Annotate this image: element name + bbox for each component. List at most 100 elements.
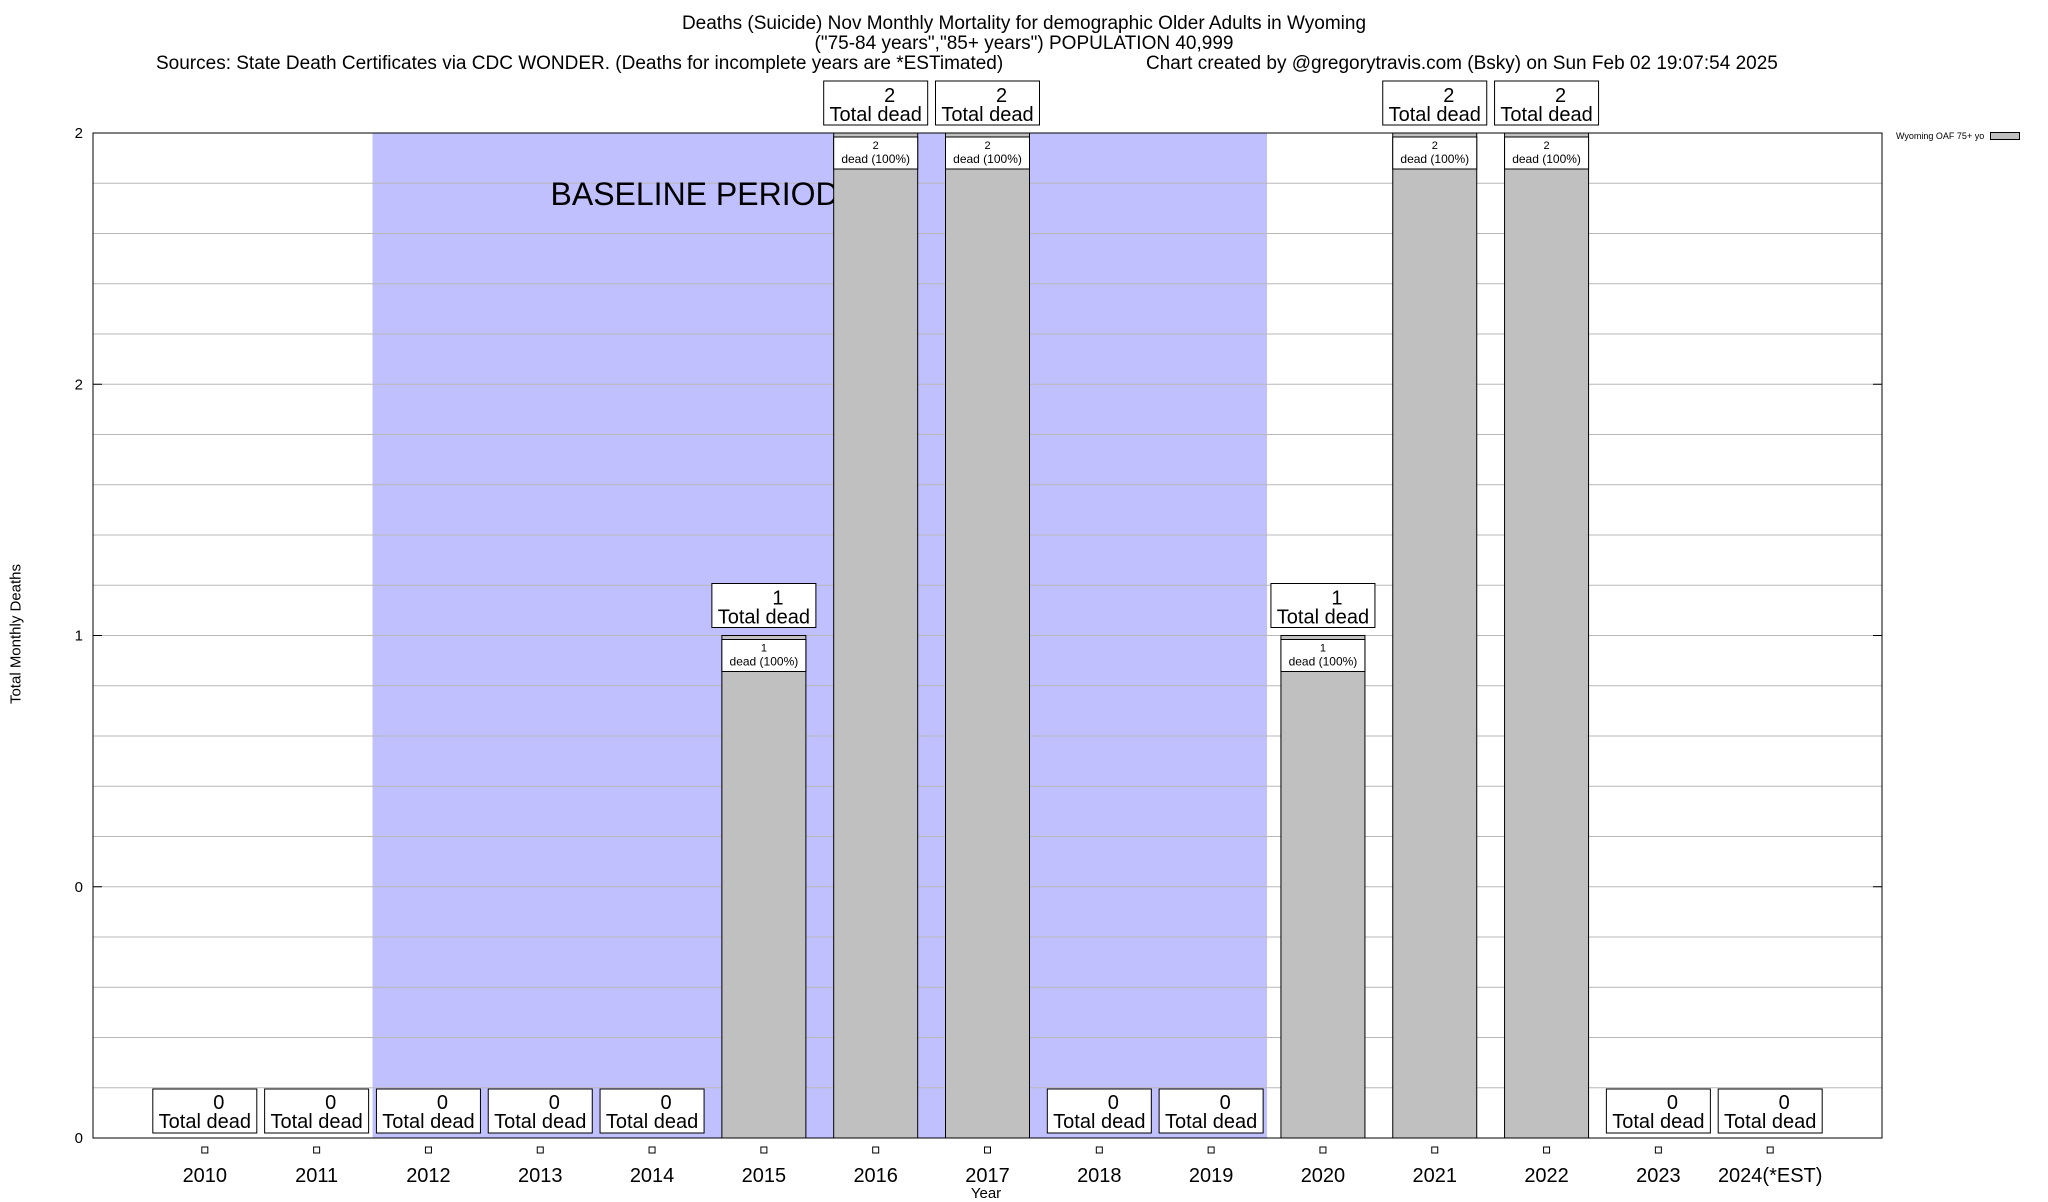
bar: [1392, 132, 1478, 1139]
bar-inner-value: 1: [1320, 643, 1326, 655]
x-marker: [424, 1146, 432, 1154]
x-marker: [648, 1146, 656, 1154]
total-label-box: [1494, 80, 1600, 126]
x-tick-label: 2017: [965, 1165, 1010, 1187]
bar-inner-label: dead (100%): [1400, 152, 1469, 166]
total-label-value: 2: [996, 85, 1007, 107]
bar: [1504, 132, 1590, 1139]
total-label-text: Total dead: [1165, 1111, 1257, 1133]
x-tick-label: 2012: [406, 1165, 451, 1187]
total-label-text: Total dead: [494, 1111, 586, 1133]
x-marker: [872, 1146, 880, 1154]
x-tick-label: 2015: [742, 1165, 787, 1187]
x-marker: [1543, 1146, 1551, 1154]
total-label-text: Total dead: [159, 1111, 251, 1133]
bar: [833, 132, 919, 1139]
bar-inner-label: dead (100%): [841, 152, 910, 166]
total-label-text: Total dead: [941, 104, 1033, 126]
total-label-text: Total dead: [830, 104, 922, 126]
y-tick-label: 0: [75, 879, 83, 896]
total-label-box: [935, 80, 1040, 126]
bar-inner-label: dead (100%): [1289, 655, 1358, 669]
total-label-value: 1: [772, 588, 783, 610]
chart-title: Deaths (Suicide) Nov Monthly Mortality f…: [681, 13, 1367, 34]
total-label-text: Total dead: [1389, 104, 1481, 126]
x-tick-label: 2019: [1189, 1165, 1234, 1187]
bar-inner-label: dead (100%): [953, 152, 1022, 166]
bar-inner-value: 2: [1544, 140, 1550, 152]
total-label-box: [1382, 80, 1488, 126]
legend-label: Wyoming OAF 75+ yo: [1896, 131, 1985, 141]
bar-inner-label-box: [1392, 136, 1478, 170]
chart-subtitle: ("75-84 years","85+ years") POPULATION 4…: [814, 33, 1234, 54]
chart-credit: Chart created by @gregorytravis.com (Bsk…: [1146, 53, 1778, 74]
x-tick-label: 2024(*EST): [1718, 1165, 1823, 1187]
bar: [945, 132, 1030, 1139]
total-label-value: 0: [1779, 1092, 1790, 1114]
bar-inner-label-box: [721, 639, 807, 672]
x-tick-label: 2011: [295, 1165, 338, 1187]
total-label-value: 0: [661, 1092, 672, 1114]
x-tick-label: 2018: [1077, 1165, 1122, 1187]
x-marker: [1207, 1146, 1215, 1154]
x-marker: [984, 1146, 991, 1154]
bar-inner-label: dead (100%): [730, 655, 799, 669]
total-label-value: 1: [1331, 588, 1342, 610]
total-label-value: 0: [437, 1092, 448, 1114]
total-label-text: Total dead: [718, 607, 810, 629]
total-label-text: Total dead: [270, 1111, 362, 1133]
x-marker: [1654, 1146, 1662, 1154]
total-label-value: 0: [1667, 1092, 1678, 1114]
bar-inner-label-box: [1280, 639, 1366, 672]
total-label-value: 0: [213, 1092, 224, 1114]
chart-sources: Sources: State Death Certificates via CD…: [156, 53, 1004, 74]
x-marker: [536, 1146, 544, 1154]
total-label-box: [1270, 583, 1376, 628]
total-label-box: [599, 1088, 705, 1134]
x-tick-label: 2013: [518, 1165, 563, 1187]
total-label-value: 0: [325, 1092, 336, 1114]
total-label-box: [264, 1088, 370, 1134]
y-tick-label: 1: [75, 628, 83, 645]
x-tick-label: 2020: [1301, 1165, 1346, 1187]
total-label-box: [1605, 1088, 1711, 1134]
total-label-box: [1046, 1088, 1152, 1134]
x-tick-label: 2014: [630, 1165, 675, 1187]
total-label-text: Total dead: [1724, 1111, 1816, 1133]
total-label-text: Total dead: [1612, 1111, 1704, 1133]
total-label-text: Total dead: [606, 1111, 698, 1133]
x-marker: [1431, 1146, 1439, 1154]
total-label-text: Total dead: [1277, 607, 1369, 629]
y-axis-label: Total Monthly Deaths: [7, 563, 25, 705]
total-label-text: Total dead: [1500, 104, 1592, 126]
x-tick-label: 2021: [1413, 1165, 1458, 1187]
total-label-value: 0: [1108, 1092, 1119, 1114]
bar-inner-value: 2: [1432, 140, 1438, 152]
x-marker: [313, 1146, 321, 1154]
total-label-box: [152, 1088, 258, 1134]
bar-inner-value: 2: [984, 140, 990, 152]
total-label-text: Total dead: [382, 1111, 474, 1133]
total-label-box: [823, 80, 929, 126]
bar-inner-label: dead (100%): [1512, 152, 1581, 166]
y-tick-label: 2: [75, 125, 83, 142]
x-tick-label: 2010: [183, 1165, 228, 1187]
bar-inner-label-box: [945, 136, 1030, 170]
total-label-value: 0: [1220, 1092, 1231, 1114]
total-label-value: 0: [549, 1092, 560, 1114]
x-marker: [1095, 1146, 1103, 1154]
legend: Wyoming OAF 75+ yo: [1896, 131, 2021, 141]
x-tick-label: 2022: [1524, 1165, 1569, 1187]
bar-inner-label-box: [1504, 136, 1590, 170]
bar: [1280, 635, 1366, 1139]
bar: [721, 635, 807, 1139]
x-tick-label: 2016: [853, 1165, 898, 1187]
total-label-box: [1158, 1088, 1264, 1134]
total-label-value: 2: [884, 85, 895, 107]
y-tick-label: 0: [75, 1130, 83, 1147]
total-label-box: [1717, 1088, 1823, 1134]
bar-inner-value: 1: [761, 643, 767, 655]
y-tick-label: 2: [75, 376, 83, 393]
total-label-box: [711, 583, 817, 628]
